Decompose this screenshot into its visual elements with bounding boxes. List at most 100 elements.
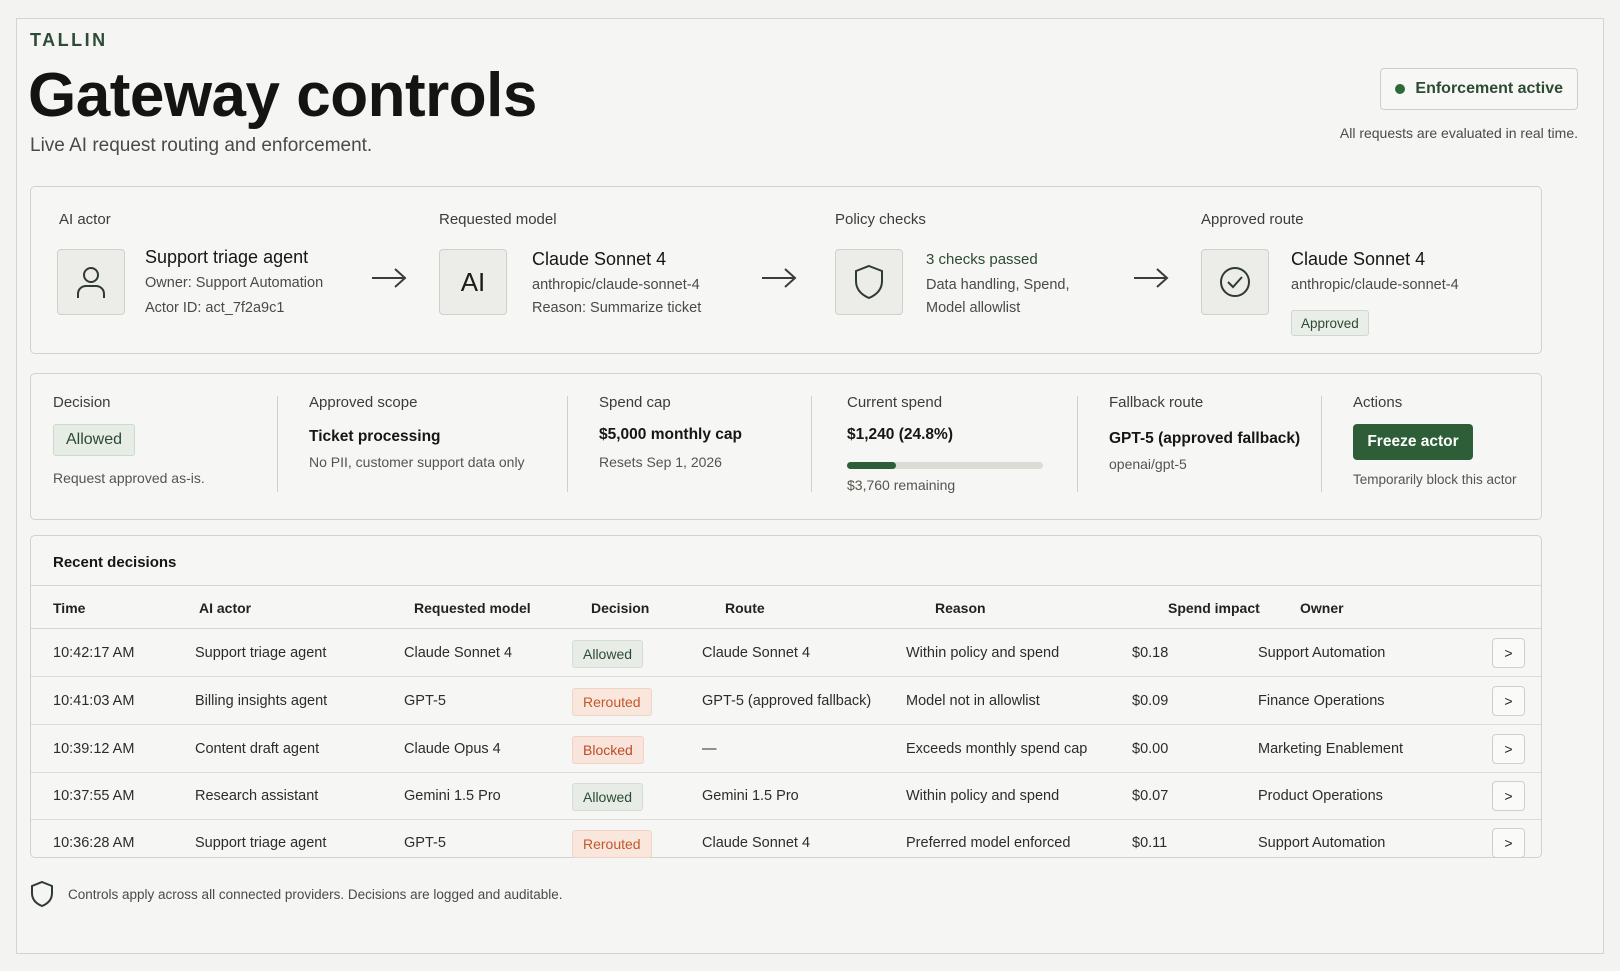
fallback-route-label: Fallback route <box>1109 394 1204 411</box>
row-details-chevron-button[interactable]: > <box>1492 828 1525 858</box>
column-header-owner: Owner <box>1300 600 1344 616</box>
table-header: Time AI actor Requested model Decision R… <box>31 585 1541 629</box>
cell-ai-actor: Content draft agent <box>195 741 320 757</box>
cell-ai-actor: Billing insights agent <box>195 693 328 709</box>
footer-note: Controls apply across all connected prov… <box>30 880 563 908</box>
arrow-right-icon <box>1134 268 1169 288</box>
recent-decisions-title: Recent decisions <box>53 554 177 571</box>
cell-route: Claude Sonnet 4 <box>702 835 811 851</box>
cell-owner: Support Automation <box>1258 645 1386 661</box>
brand-name: TALLIN <box>30 30 108 50</box>
flow-step-actor: AI actor Support triage agent Owner: Sup… <box>31 187 371 353</box>
table-row[interactable]: 10:42:17 AM Support triage agent Claude So… <box>31 630 1541 677</box>
ai-tile-text: AI <box>460 266 486 297</box>
decision-summary-panel: Decision Allowed Request approved as-is.… <box>30 373 1542 520</box>
decision-column: Decision Allowed Request approved as-is. <box>31 374 281 519</box>
ai-model-icon: AI <box>439 249 507 315</box>
table-row[interactable]: 10:36:28 AM Support triage agent GPT-5 Clau… <box>31 820 1541 858</box>
row-details-chevron-button[interactable]: > <box>1492 781 1525 811</box>
column-header-requested-model: Requested model <box>414 600 531 616</box>
actor-name: Support triage agent <box>145 247 309 267</box>
cell-ai-actor: Research assistant <box>195 788 319 804</box>
cell-time: 10:42:17 AM <box>53 645 135 661</box>
approved-scope-label: Approved scope <box>309 394 418 411</box>
enforcement-status-badge: Enforcement active <box>1380 68 1578 110</box>
spend-cap-column: Spend cap $5,000 monthly cap Resets Sep … <box>569 374 809 519</box>
table-row[interactable]: 10:39:12 AM Content draft agent Claude Opu… <box>31 726 1541 773</box>
cell-requested-model: GPT-5 <box>404 835 446 851</box>
cell-ai-actor: Support triage agent <box>195 835 327 851</box>
approved-route-label: Approved route <box>1201 211 1304 228</box>
cell-time: 10:36:28 AM <box>53 835 135 851</box>
fallback-route-model-id: openai/gpt-5 <box>1109 456 1187 472</box>
table-row[interactable]: 10:37:55 AM Research assistant Gemini 1.5 … <box>31 773 1541 820</box>
decision-status-badge: Allowed <box>572 783 644 811</box>
row-details-chevron-button[interactable]: > <box>1492 638 1525 668</box>
cell-route: — <box>702 741 717 757</box>
cell-owner: Marketing Enablement <box>1258 741 1404 757</box>
column-divider <box>811 396 812 492</box>
cell-time: 10:39:12 AM <box>53 741 135 757</box>
column-divider <box>567 396 568 492</box>
row-details-chevron-button[interactable]: > <box>1492 734 1525 764</box>
page-title: Gateway controls <box>28 61 537 130</box>
approved-route-tag: Approved <box>1291 310 1369 336</box>
approved-scope-value: Ticket processing <box>309 428 441 445</box>
cell-owner: Product Operations <box>1258 788 1383 804</box>
decision-status-badge: Blocked <box>572 736 644 764</box>
spend-cap-label: Spend cap <box>599 394 671 411</box>
decision-status-badge: Rerouted <box>572 830 652 858</box>
arrow-right-icon <box>372 268 407 288</box>
status-dot-icon <box>1395 84 1406 94</box>
enforcement-status-note: All requests are evaluated in real time. <box>1339 125 1578 141</box>
table-row[interactable]: 10:41:03 AM Billing insights agent GPT-5 GP… <box>31 678 1541 725</box>
policy-checks-label: Policy checks <box>835 211 926 228</box>
footer-text: Controls apply across all connected prov… <box>68 886 563 902</box>
cell-spend-impact: $0.11 <box>1132 835 1168 851</box>
cell-ai-actor: Support triage agent <box>195 645 327 661</box>
check-circle-icon <box>1201 249 1269 315</box>
cell-spend-impact: $0.18 <box>1132 645 1169 661</box>
policy-checks-result: 3 checks passed <box>926 251 1038 268</box>
cell-requested-model: Gemini 1.5 Pro <box>404 788 501 804</box>
spend-cap-note: Resets Sep 1, 2026 <box>599 454 722 470</box>
row-details-chevron-button[interactable]: > <box>1492 686 1525 716</box>
cell-time: 10:41:03 AM <box>53 693 135 709</box>
request-reason: Reason: Summarize ticket <box>532 300 702 316</box>
cell-requested-model: GPT-5 <box>404 693 446 709</box>
column-divider <box>1321 396 1322 492</box>
cell-reason: Preferred model enforced <box>906 835 1071 851</box>
current-spend-value: $1,240 (24.8%) <box>847 426 953 443</box>
decision-note: Request approved as-is. <box>53 470 205 486</box>
decision-status-badge: Allowed <box>572 640 644 668</box>
column-header-spend-impact: Spend impact <box>1168 600 1260 616</box>
column-divider <box>1077 396 1078 492</box>
shield-icon <box>835 249 903 315</box>
shield-icon <box>31 880 53 908</box>
user-icon <box>57 249 125 315</box>
cell-reason: Within policy and spend <box>906 788 1060 804</box>
column-header-route: Route <box>725 600 765 616</box>
enforcement-status-label: Enforcement active <box>1415 80 1563 97</box>
fallback-route-value: GPT-5 (approved fallback) <box>1109 430 1301 447</box>
approved-scope-note: No PII, customer support data only <box>309 454 525 470</box>
decision-status-badge: Rerouted <box>572 688 652 716</box>
column-header-decision: Decision <box>591 600 650 616</box>
requested-model-id: anthropic/claude-sonnet-4 <box>532 277 700 293</box>
actions-column: Actions Freeze actor Temporarily block t… <box>1323 374 1541 519</box>
spend-remaining: $3,760 remaining <box>847 477 956 493</box>
current-spend-label: Current spend <box>847 394 943 411</box>
cell-spend-impact: $0.00 <box>1132 741 1169 757</box>
requested-model-name: Claude Sonnet 4 <box>532 249 667 269</box>
freeze-actor-button[interactable]: Freeze actor <box>1353 424 1473 460</box>
current-spend-column: Current spend $1,240 (24.8%) $3,760 rema… <box>813 374 1071 519</box>
cell-owner: Finance Operations <box>1258 693 1385 709</box>
decision-badge: Allowed <box>53 424 136 456</box>
actor-owner: Owner: Support Automation <box>145 275 324 291</box>
column-header-ai-actor: AI actor <box>199 600 252 616</box>
approved-route-name: Claude Sonnet 4 <box>1291 249 1426 269</box>
policy-checks-line1: Data handling, Spend, <box>926 277 1070 293</box>
cell-time: 10:37:55 AM <box>53 788 135 804</box>
column-header-time: Time <box>53 600 86 616</box>
request-flow-panel: AI actor Support triage agent Owner: Sup… <box>30 186 1542 354</box>
